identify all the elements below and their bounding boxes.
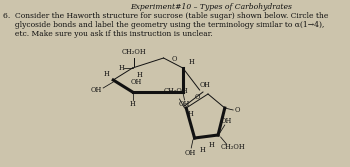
Text: H: H [200, 146, 206, 154]
Text: OH: OH [185, 149, 196, 157]
Text: O: O [199, 81, 205, 89]
Text: CH₂OH: CH₂OH [221, 143, 245, 151]
Text: H: H [136, 71, 142, 79]
Text: H: H [119, 64, 125, 72]
Text: OH: OH [179, 100, 190, 108]
Text: OH: OH [91, 86, 102, 94]
Text: O: O [171, 55, 177, 63]
Text: OH: OH [221, 117, 232, 125]
Text: H: H [188, 58, 194, 66]
Text: OH: OH [131, 78, 142, 86]
Text: Experiment#10 – Types of Carbohydrates: Experiment#10 – Types of Carbohydrates [130, 3, 292, 11]
Text: H: H [104, 70, 110, 78]
Text: O: O [194, 93, 200, 101]
Text: H: H [209, 141, 214, 149]
Text: 6.  Consider the Haworth structure for sucrose (table sugar) shown below. Circle: 6. Consider the Haworth structure for su… [2, 12, 328, 38]
Text: O: O [234, 106, 240, 114]
Text: H: H [203, 81, 209, 89]
Text: CH₂OH: CH₂OH [122, 48, 147, 56]
Text: CH₂OH: CH₂OH [164, 87, 188, 95]
Text: H: H [188, 110, 193, 118]
Text: H: H [130, 100, 135, 108]
